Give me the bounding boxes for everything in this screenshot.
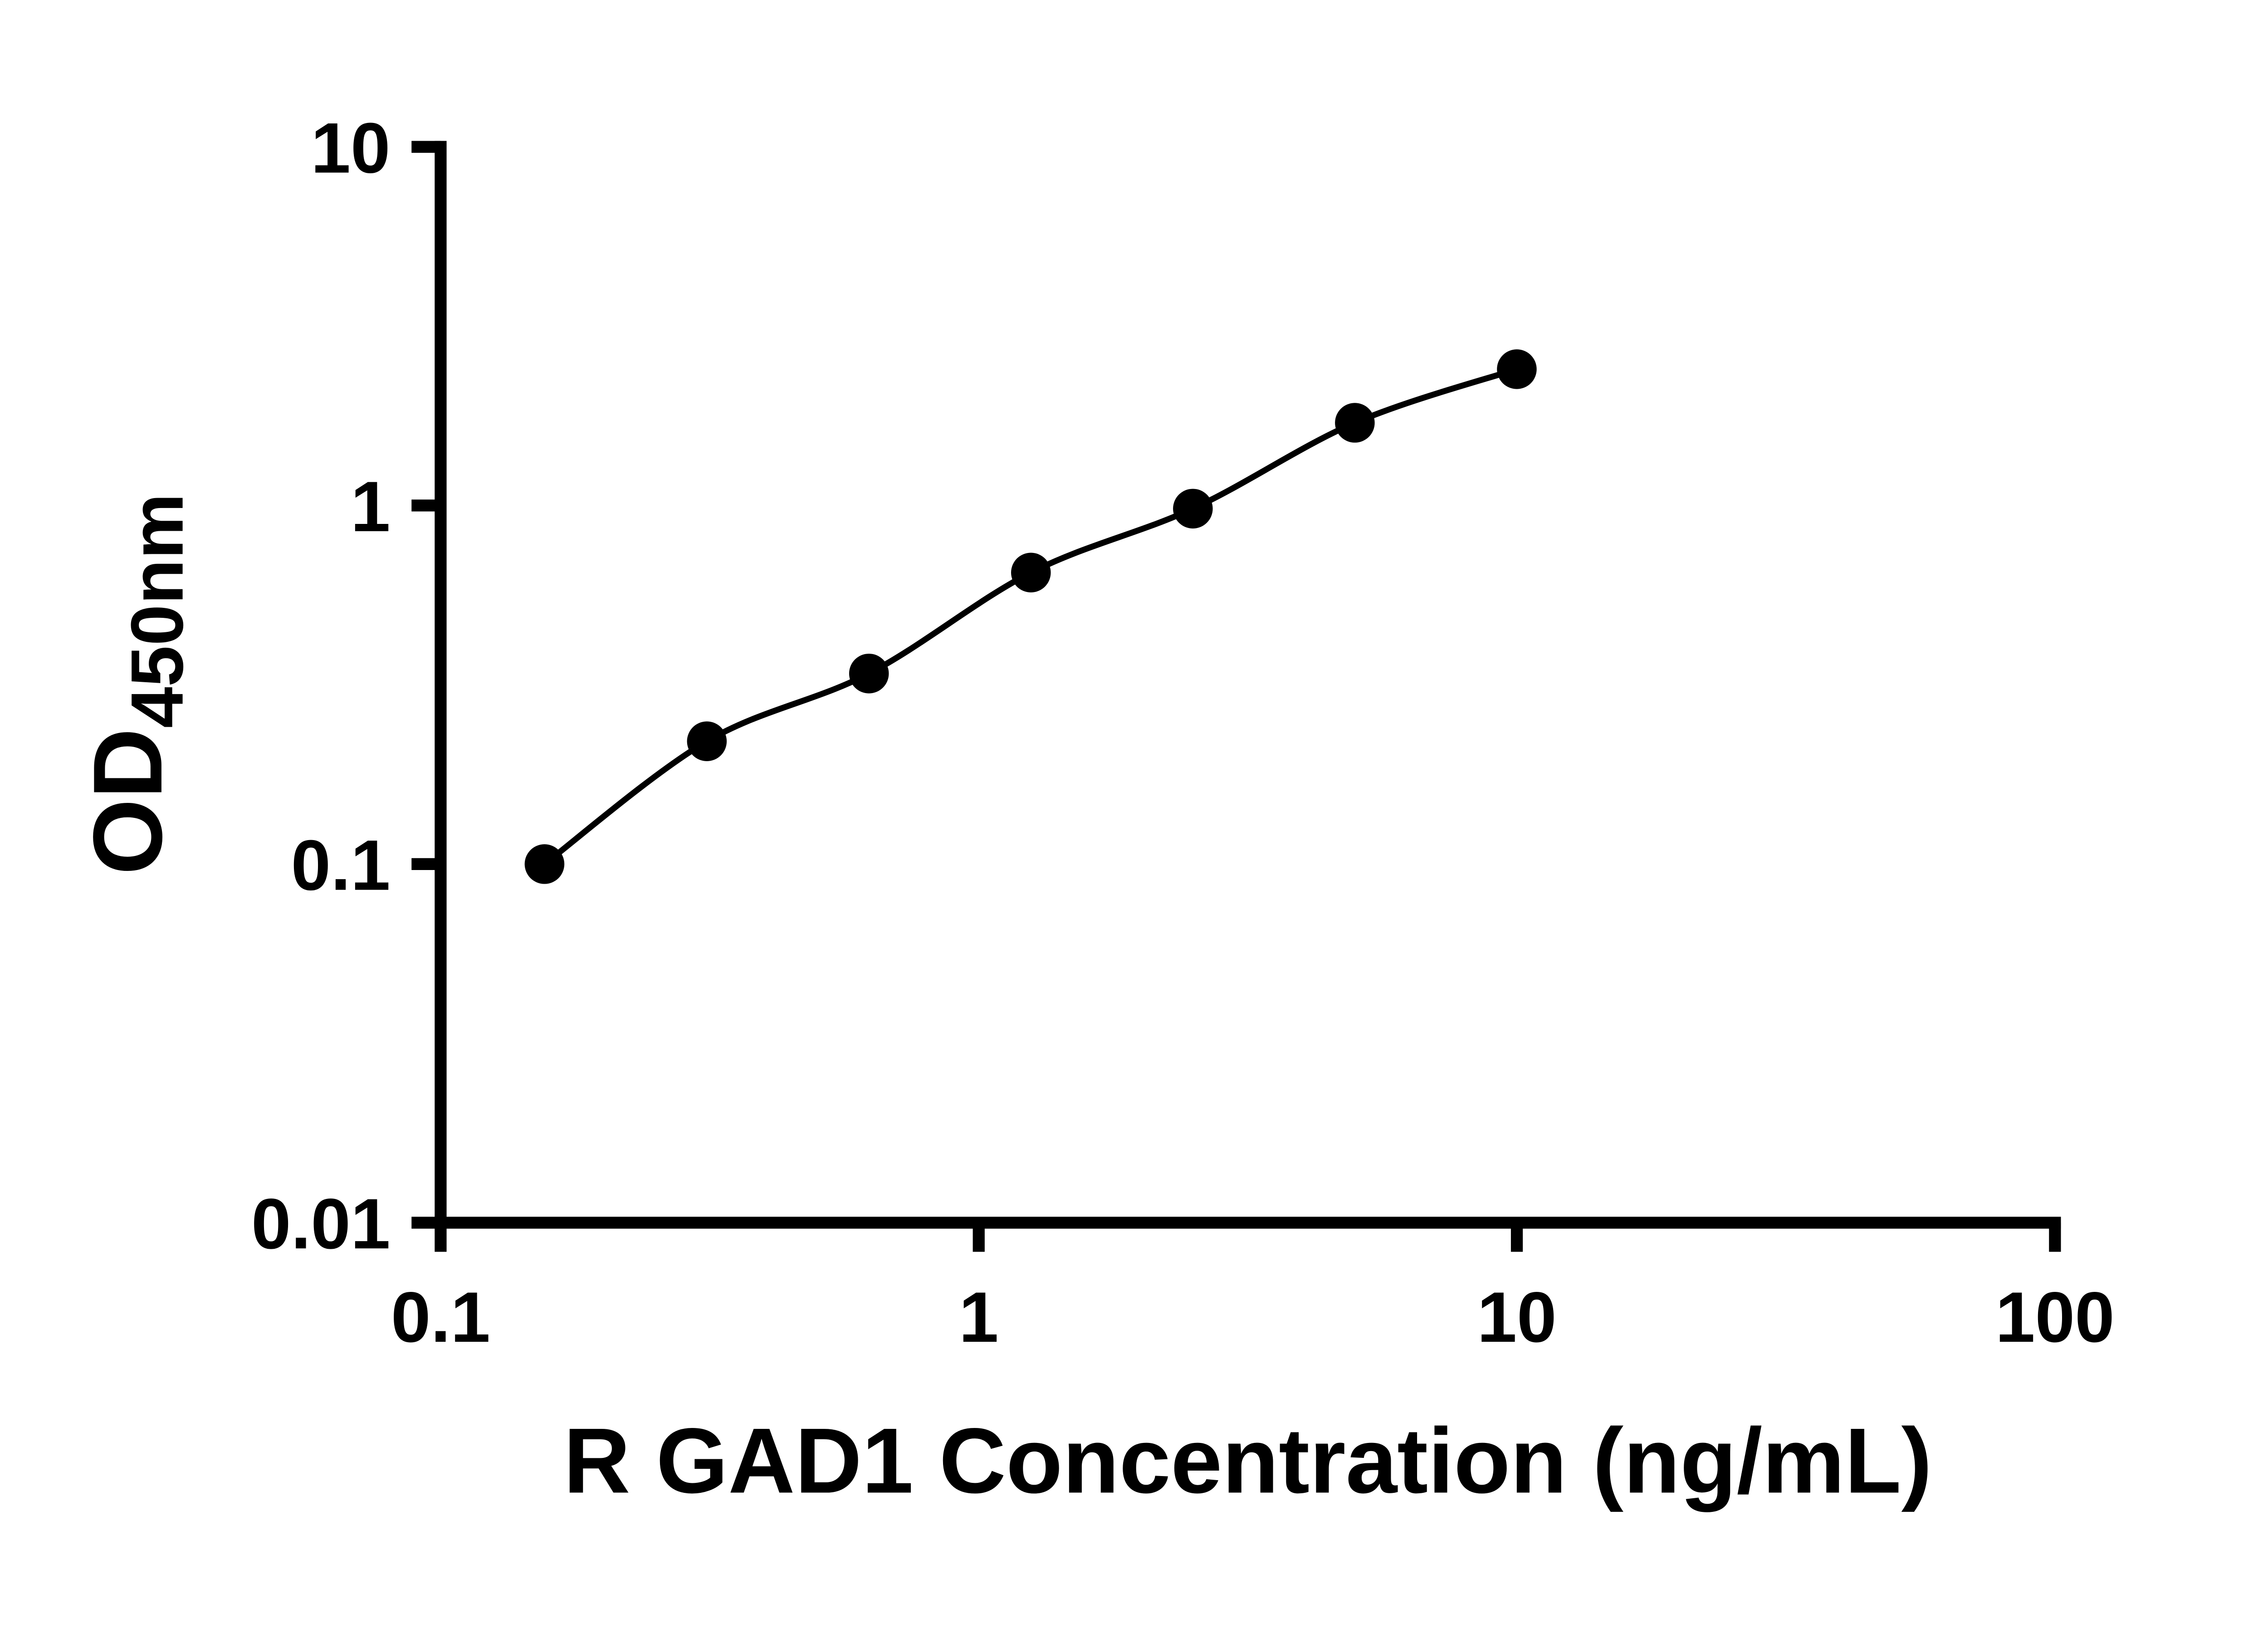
y-tick-label: 0.01 [251,1184,391,1264]
x-axis-title: R GAD1 Concentration (ng/mL) [563,1409,1932,1513]
x-tick-label: 100 [1995,1277,2115,1357]
standard-curve-line [543,366,1518,867]
x-tick-label: 10 [1477,1277,1556,1357]
y-tick-label: 1 [351,467,391,547]
y-axis-title-sub: 450nm [116,493,199,728]
x-tick-label: 1 [959,1277,999,1357]
data-point-marker [1173,489,1213,529]
data-point-marker [687,721,727,761]
data-point-marker [849,654,889,694]
data-point-marker [524,844,565,884]
y-axis-title: OD450nm [73,493,199,875]
data-point-marker [1011,552,1051,593]
data-point-marker [1335,403,1375,443]
elisa-standard-curve-figure: 0.1 1 10 100 0.01 0.1 1 10 R GAD1 Concentration… [73,108,2115,1513]
y-tick-label: 10 [311,108,390,188]
x-tick-label: 0.1 [391,1277,490,1357]
y-tick-label: 0.1 [291,826,391,905]
y-axis-title-main: OD [73,728,182,875]
data-point-marker [1497,349,1537,389]
